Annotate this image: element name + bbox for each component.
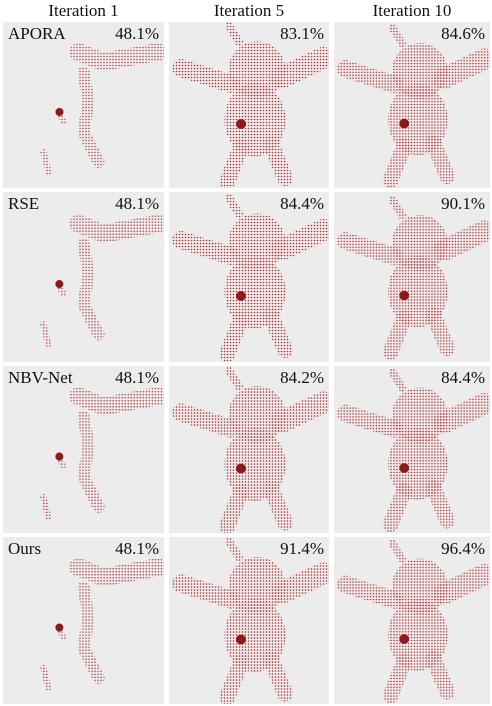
point-cloud-shape: [44, 52, 158, 172]
result-panel: 84.2%: [169, 366, 329, 533]
point-cloud-shape: [43, 224, 158, 345]
point-cloud-shape: [43, 567, 158, 688]
coverage-label: 91.4%: [280, 539, 324, 559]
point-cloud: [3, 366, 164, 533]
coverage-label: 84.4%: [280, 194, 324, 214]
result-panel: Ours 48.1%: [3, 537, 164, 704]
result-panel: APORA 48.1%: [3, 22, 164, 188]
point-cloud: [169, 192, 329, 362]
result-panel: 84.4%: [334, 366, 490, 533]
point-cloud-shape: [181, 198, 323, 354]
coverage-label: 48.1%: [115, 194, 159, 214]
coverage-label: 96.4%: [441, 539, 485, 559]
result-panel: 84.4%: [169, 192, 329, 362]
result-panel: 90.1%: [334, 192, 490, 362]
coverage-label: 84.4%: [441, 368, 485, 388]
point-cloud-shape: [346, 28, 484, 180]
column-header: Iteration 10: [334, 0, 490, 22]
figure: Iteration 1Iteration 5Iteration 10 APORA 4…: [0, 0, 492, 706]
point-cloud: [334, 366, 490, 533]
point-cloud: [3, 192, 164, 362]
method-label: Ours: [8, 539, 41, 559]
point-cloud-shape: [181, 542, 323, 698]
coverage-label: 84.6%: [441, 24, 485, 44]
coverage-label: 48.1%: [115, 539, 159, 559]
point-cloud: [3, 537, 164, 704]
method-label: NBV-Net: [8, 368, 73, 388]
point-cloud-shape: [346, 200, 484, 352]
point-cloud-shape: [346, 372, 484, 524]
point-cloud: [169, 22, 329, 188]
point-cloud: [3, 22, 164, 188]
point-cloud: [334, 22, 490, 188]
point-cloud: [169, 537, 329, 704]
point-cloud: [334, 192, 490, 362]
method-label: RSE: [8, 194, 39, 214]
result-panel: RSE 48.1%: [3, 192, 164, 362]
result-panel: 83.1%: [169, 22, 329, 188]
coverage-label: 48.1%: [115, 368, 159, 388]
point-cloud-shape: [181, 26, 323, 182]
point-cloud-shape: [346, 543, 484, 695]
point-cloud: [169, 366, 329, 533]
point-cloud: [334, 537, 490, 704]
coverage-label: 90.1%: [441, 194, 485, 214]
point-cloud-shape: [43, 396, 158, 517]
coverage-label: 84.2%: [280, 368, 324, 388]
coverage-label: 83.1%: [280, 24, 324, 44]
result-panel: 91.4%: [169, 537, 329, 704]
result-panel: NBV-Net 48.1%: [3, 366, 164, 533]
coverage-label: 48.1%: [115, 24, 159, 44]
column-header: Iteration 1: [3, 0, 164, 22]
result-panel: 96.4%: [334, 537, 490, 704]
point-cloud-shape: [181, 371, 323, 527]
result-panel: 84.6%: [334, 22, 490, 188]
column-header: Iteration 5: [169, 0, 329, 22]
method-label: APORA: [8, 24, 66, 44]
